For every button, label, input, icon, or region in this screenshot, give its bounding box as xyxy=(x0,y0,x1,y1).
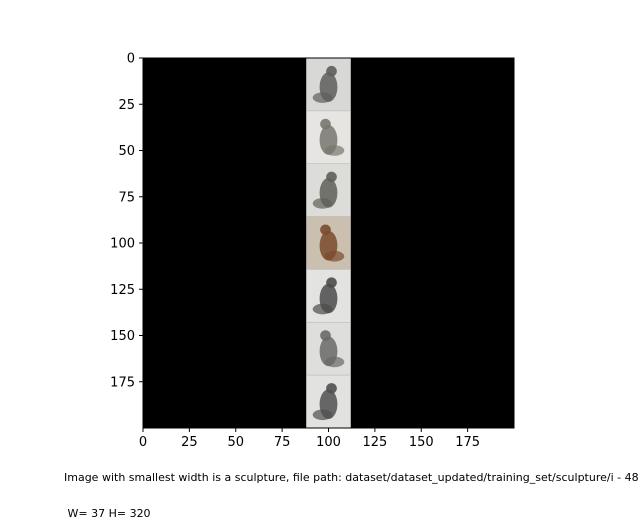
x-tick-label: 150 xyxy=(409,435,434,450)
y-tick: 75 xyxy=(118,190,143,205)
y-tick-label: 125 xyxy=(110,283,135,298)
image-tile xyxy=(306,110,351,165)
x-tick: 25 xyxy=(181,428,198,450)
image-tile xyxy=(306,216,351,270)
image-tile xyxy=(306,269,351,323)
x-tick-label: 25 xyxy=(181,435,198,450)
x-tick-label: 0 xyxy=(139,435,147,450)
x-tick-label: 75 xyxy=(274,435,291,450)
caption-line-1: Image with smallest width is a sculpture… xyxy=(64,471,639,484)
image-tile xyxy=(306,58,351,112)
y-tick: 50 xyxy=(118,144,143,159)
x-tick: 100 xyxy=(316,428,341,450)
x-tick-label: 50 xyxy=(227,435,244,450)
x-axis: 0 25 50 75 100 125 150 175 xyxy=(139,428,480,450)
image-tile xyxy=(306,163,351,217)
caption: Image with smallest width is a sculpture… xyxy=(64,448,640,532)
y-tick-label: 100 xyxy=(110,237,135,252)
x-tick-label: 100 xyxy=(316,435,341,450)
x-tick: 0 xyxy=(139,428,147,450)
image-strip xyxy=(306,58,351,428)
y-tick: 125 xyxy=(110,283,143,298)
y-tick: 0 xyxy=(127,52,143,67)
y-tick: 150 xyxy=(110,329,143,344)
y-tick-label: 0 xyxy=(127,52,135,67)
x-tick: 175 xyxy=(455,428,480,450)
y-tick-label: 175 xyxy=(110,375,135,390)
figure: 0 25 50 75 100 125 150 175 0 25 50 75 100 125 150 175 xyxy=(110,52,515,450)
y-tick-label: 25 xyxy=(118,98,135,113)
y-tick-label: 50 xyxy=(118,144,135,159)
x-tick: 125 xyxy=(362,428,387,450)
x-tick-label: 125 xyxy=(362,435,387,450)
x-tick: 75 xyxy=(274,428,291,450)
y-tick-label: 75 xyxy=(118,190,135,205)
y-tick: 175 xyxy=(110,375,143,390)
caption-line-2: W= 37 H= 320 xyxy=(64,507,151,520)
image-tile xyxy=(306,374,351,428)
image-tile xyxy=(306,321,351,376)
y-tick-label: 150 xyxy=(110,329,135,344)
x-tick: 150 xyxy=(409,428,434,450)
y-tick: 100 xyxy=(110,237,143,252)
x-tick-label: 175 xyxy=(455,435,480,450)
y-axis: 0 25 50 75 100 125 150 175 xyxy=(110,52,143,390)
x-tick: 50 xyxy=(227,428,244,450)
y-tick: 25 xyxy=(118,98,143,113)
